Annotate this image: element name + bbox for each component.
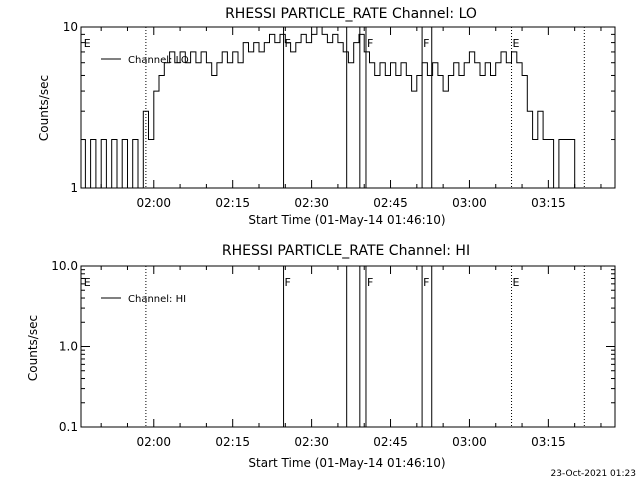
flag-label-4: E [513, 37, 520, 50]
series-line-0 [81, 26, 580, 189]
x-tick-label-0: 02:00 [136, 196, 171, 210]
y-tick-label-0: 1 [70, 181, 78, 195]
panel1-frame [80, 26, 616, 189]
x-tick-label-4: 03:00 [452, 435, 487, 449]
panel2-frame [80, 265, 616, 428]
flag-label-1: F [285, 276, 291, 289]
x-tick-label-3: 02:45 [373, 435, 408, 449]
flag-label-2: F [367, 37, 373, 50]
flag-label-4: E [513, 276, 520, 289]
x-tick-label-1: 02:15 [215, 435, 250, 449]
panel2-xlabel: Start Time (01-May-14 01:46:10) [248, 456, 445, 470]
y-tick-label-1: 1.0 [59, 340, 78, 354]
panel1-title: RHESSI PARTICLE_RATE Channel: LO [225, 6, 477, 22]
x-tick-label-3: 02:45 [373, 196, 408, 210]
x-tick-label-2: 02:30 [294, 196, 329, 210]
panel1-ylabel: Counts/sec [37, 75, 51, 141]
panel2-legend: Channel: HI [101, 294, 186, 305]
x-tick-label-5: 03:15 [531, 196, 566, 210]
panel2-legend-label: Channel: HI [128, 294, 186, 305]
y-tick-label-0: 0.1 [59, 420, 78, 434]
y-tick-label-2: 10.0 [51, 259, 78, 273]
flag-label-3: F [423, 276, 429, 289]
panel1-legend: Channel: LO [101, 55, 189, 66]
panel2-ylabel: Counts/sec [26, 315, 40, 381]
x-tick-label-4: 03:00 [452, 196, 487, 210]
flag-label-0: E [84, 37, 91, 50]
panel2-title: RHESSI PARTICLE_RATE Channel: HI [222, 243, 470, 259]
flag-label-1: F [285, 37, 291, 50]
x-tick-label-2: 02:30 [294, 435, 329, 449]
x-tick-label-5: 03:15 [531, 435, 566, 449]
flag-label-2: F [367, 276, 373, 289]
footer-timestamp: 23-Oct-2021 01:23 [551, 469, 636, 479]
flag-label-0: E [84, 276, 91, 289]
x-tick-label-0: 02:00 [136, 435, 171, 449]
panel1-legend-label: Channel: LO [128, 55, 189, 66]
y-tick-label-1: 10 [63, 20, 78, 34]
panel1-xlabel: Start Time (01-May-14 01:46:10) [248, 213, 445, 227]
flag-label-3: F [423, 37, 429, 50]
x-tick-label-1: 02:15 [215, 196, 250, 210]
